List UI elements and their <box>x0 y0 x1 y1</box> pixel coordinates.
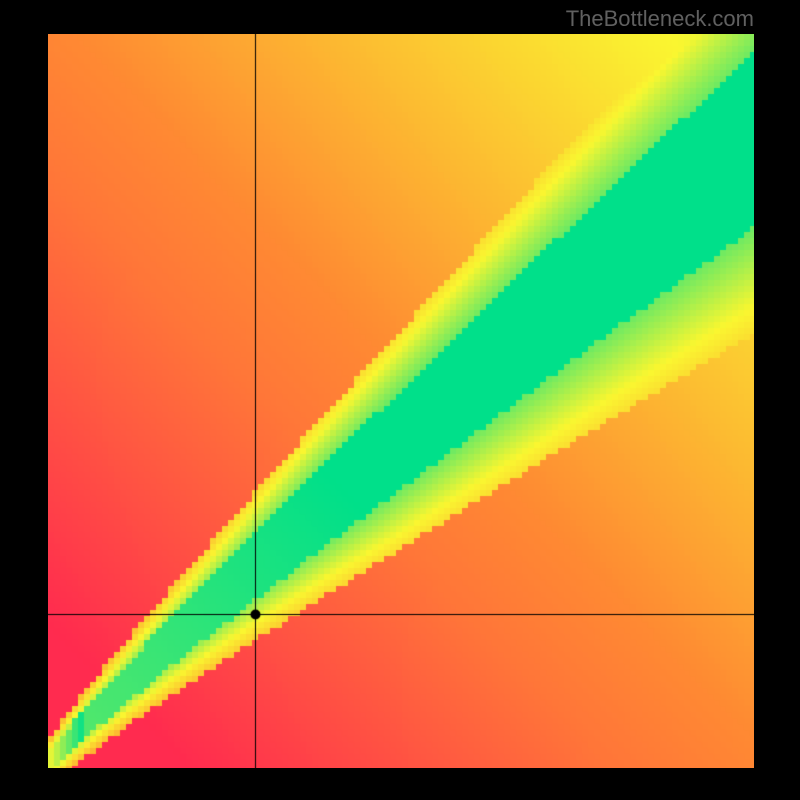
watermark-text: TheBottleneck.com <box>566 6 754 32</box>
bottleneck-heatmap <box>48 34 754 768</box>
chart-container: TheBottleneck.com <box>0 0 800 800</box>
